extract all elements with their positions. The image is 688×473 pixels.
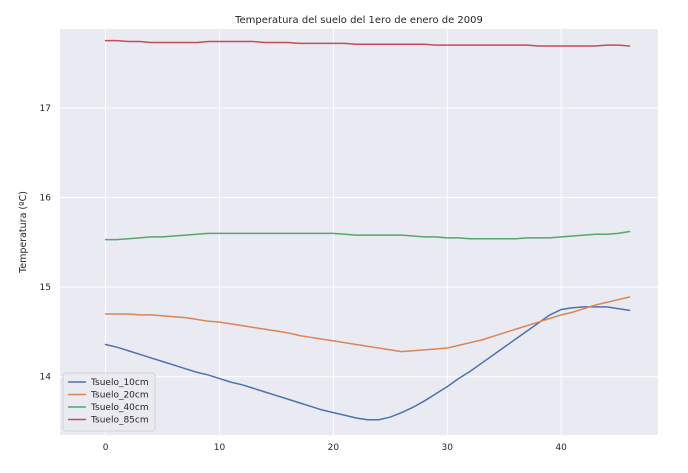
legend-box — [62, 372, 156, 432]
x-tick-label: 20 — [328, 443, 340, 453]
x-tick-label: 0 — [103, 443, 109, 453]
legend: Tsuelo_10cm Tsuelo_20cm Tsuelo_40cm Tsuelo_… — [62, 372, 156, 432]
series-line-tsuelo-20cm — [104, 296, 631, 353]
series-line-tsuelo-85cm — [104, 39, 631, 47]
legend-label: Tsuelo_40cm — [90, 403, 149, 413]
series-line-tsuelo-40cm — [104, 230, 631, 241]
x-tick-label: 40 — [555, 443, 567, 453]
x-tick-label: 10 — [214, 443, 226, 453]
y-tick-label: 16 — [40, 193, 52, 203]
legend-label: Tsuelo_85cm — [90, 416, 149, 426]
chart-title: Temperatura del suelo del 1ero de enero … — [234, 15, 483, 26]
y-tick-label: 14 — [40, 373, 52, 383]
y-tick-label: 17 — [40, 104, 51, 114]
legend-label: Tsuelo_10cm — [90, 378, 149, 388]
plot-background — [60, 29, 658, 435]
y-axis-label: Temperatura (ºC) — [18, 191, 29, 274]
tick-labels: 0 10 20 30 40 14 15 16 17 — [40, 104, 568, 453]
series-layer — [104, 39, 631, 421]
y-tick-label: 15 — [40, 283, 51, 293]
grid — [60, 29, 658, 435]
x-tick-label: 30 — [442, 443, 454, 453]
legend-label: Tsuelo_20cm — [90, 391, 149, 401]
